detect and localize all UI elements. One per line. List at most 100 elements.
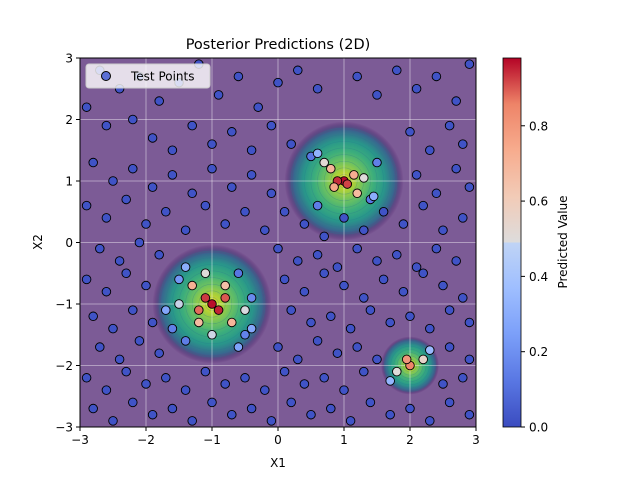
test-point <box>266 188 277 199</box>
colorbar: 0.0 0.2 0.4 0.6 0.8 Predicted Value <box>502 57 570 435</box>
test-point <box>339 280 349 291</box>
test-point <box>312 200 323 211</box>
test-point <box>187 416 197 426</box>
colorbar-label: Predicted Value <box>556 195 570 288</box>
test-point <box>401 354 412 365</box>
test-point <box>458 213 468 223</box>
legend-label: Test Points <box>130 70 195 84</box>
test-point <box>425 323 435 334</box>
test-point <box>128 397 138 408</box>
test-point <box>81 102 92 112</box>
y-tick-label: 3 <box>65 52 73 66</box>
test-point <box>368 191 379 202</box>
test-point <box>458 373 468 383</box>
test-point <box>260 225 270 235</box>
test-point <box>180 225 191 235</box>
test-point <box>114 354 125 365</box>
y-axis-label: X2 <box>31 234 45 250</box>
test-point <box>114 256 125 266</box>
test-point <box>273 77 283 88</box>
test-point <box>194 317 204 328</box>
test-point <box>444 397 455 408</box>
test-point <box>293 354 303 365</box>
test-point <box>425 345 435 355</box>
test-point <box>306 409 316 420</box>
test-point <box>227 409 237 420</box>
test-point <box>161 373 171 383</box>
colorbar-tick-label: 0.6 <box>529 195 548 209</box>
test-point <box>134 336 145 346</box>
test-point <box>418 268 428 279</box>
test-point <box>405 311 415 322</box>
colorbar-ticks: 0.0 0.2 0.4 0.6 0.8 <box>521 119 548 435</box>
test-point <box>167 145 178 155</box>
test-point <box>319 268 329 279</box>
test-point <box>101 120 112 131</box>
test-point <box>154 348 164 358</box>
test-point <box>266 416 277 426</box>
test-point <box>312 148 323 159</box>
test-point <box>312 83 323 94</box>
test-point <box>108 323 118 334</box>
x-tick-label: 2 <box>406 433 414 447</box>
test-point <box>299 219 310 229</box>
test-point <box>372 256 382 266</box>
test-point <box>345 416 356 426</box>
test-point <box>352 71 362 82</box>
test-point <box>326 163 336 174</box>
test-point <box>405 403 415 414</box>
test-point <box>365 305 376 315</box>
test-point <box>345 323 356 334</box>
test-point <box>431 188 442 199</box>
test-point <box>121 268 131 279</box>
x-tick-label: 3 <box>472 433 480 447</box>
test-point <box>411 83 422 94</box>
test-point <box>121 194 131 205</box>
test-point <box>392 65 402 76</box>
test-point <box>352 188 362 199</box>
test-point <box>207 163 217 174</box>
test-point <box>128 163 138 174</box>
test-point <box>312 250 323 260</box>
colorbar-tick-label: 0.0 <box>529 421 548 435</box>
test-point <box>349 170 359 180</box>
test-point <box>431 243 442 254</box>
test-point <box>147 182 158 192</box>
test-point <box>372 354 382 365</box>
test-point <box>141 280 151 291</box>
test-point <box>438 225 448 235</box>
test-point <box>246 323 257 334</box>
test-point <box>88 157 98 168</box>
test-point <box>187 188 197 199</box>
test-point <box>147 133 158 143</box>
x-tick-label: 0 <box>274 433 282 447</box>
test-point <box>207 330 217 340</box>
test-point <box>299 286 310 297</box>
test-point <box>451 256 461 266</box>
test-point <box>207 299 217 309</box>
x-axis: −3 −2 −1 0 1 2 3 <box>71 427 480 447</box>
test-point <box>88 311 98 322</box>
colorbar-gradient <box>502 57 522 428</box>
test-point <box>220 379 230 389</box>
test-point <box>180 336 191 346</box>
test-point <box>438 280 448 291</box>
test-point <box>167 323 178 334</box>
y-tick-label: −2 <box>55 359 73 373</box>
test-point <box>464 409 475 420</box>
test-point <box>279 274 290 285</box>
test-point <box>458 139 468 149</box>
test-point <box>260 385 270 395</box>
test-point <box>253 102 263 112</box>
colorbar-tick-label: 0.8 <box>529 119 548 133</box>
test-point <box>385 376 395 386</box>
test-point <box>167 170 178 180</box>
test-point <box>279 366 290 377</box>
test-point <box>240 305 250 315</box>
test-point <box>108 176 118 186</box>
test-point <box>220 293 230 303</box>
colorbar-tick-label: 0.2 <box>529 345 548 359</box>
test-point <box>464 182 475 192</box>
test-point <box>161 206 171 217</box>
